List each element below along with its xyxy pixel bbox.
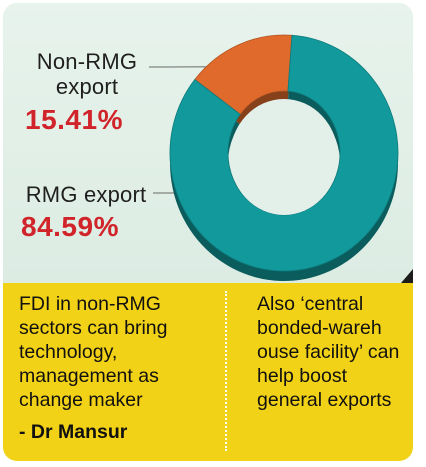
donut-hole (230, 99, 338, 215)
donut-chart (149, 34, 399, 281)
notes-panel: FDI in non-RMG sectors can bring technol… (3, 283, 413, 461)
slice-rmg (169, 34, 399, 272)
author-credit: - Dr Mansur (19, 421, 128, 443)
fdi-note: FDI in non-RMG sectors can bring technol… (19, 293, 168, 411)
infographic-card: Non-RMG export 15.41% RMG export 84.59% … (3, 3, 413, 461)
nonrmg-value: 15.41% (25, 104, 123, 135)
rmg-value: 84.59% (21, 211, 119, 242)
dotted-divider (225, 291, 227, 451)
chart-panel: Non-RMG export 15.41% RMG export 84.59% (3, 3, 413, 283)
nonrmg-label: Non-RMG export (36, 49, 138, 99)
warehouse-note: Also ‘central bonded-wareh ouse facility… (257, 293, 400, 411)
corner-fold (401, 269, 413, 283)
rmg-label: RMG export (25, 182, 147, 207)
